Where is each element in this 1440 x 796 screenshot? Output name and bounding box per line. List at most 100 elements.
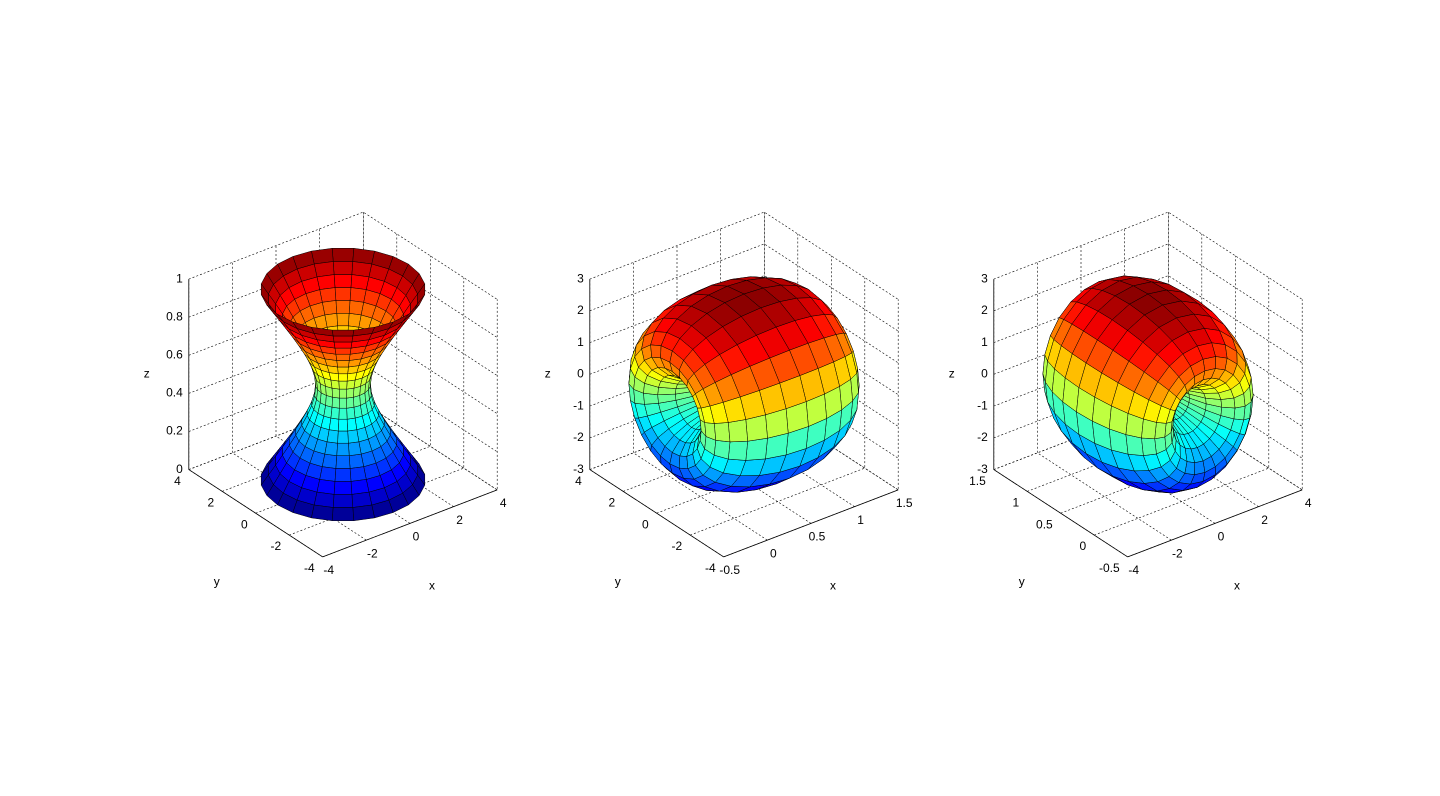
surface-patch — [352, 504, 375, 521]
surface-patch — [337, 366, 349, 375]
x-axis-label: x — [429, 579, 435, 593]
y-tick-label: 1.5 — [969, 474, 986, 488]
x-tick-label: -2 — [367, 546, 378, 560]
surface-patch — [650, 344, 662, 359]
surface-patch — [323, 405, 333, 419]
surface-patch — [346, 417, 358, 432]
surface-patch — [332, 261, 354, 275]
z-tick-label: 1 — [981, 335, 988, 349]
y-tick-label: 2 — [208, 496, 215, 510]
grid-line — [993, 338, 1303, 427]
z-axis-label: z — [949, 367, 955, 381]
surface-patch — [330, 379, 340, 390]
x-tick-label: -0.5 — [719, 563, 740, 577]
grid-line — [322, 299, 498, 558]
surface-patch — [1141, 437, 1157, 456]
surface-patch — [332, 335, 354, 343]
z-axis-label: z — [144, 367, 150, 381]
y-tick-label: 0 — [241, 517, 248, 531]
surface-patch — [337, 430, 349, 444]
z-tick-label: 0 — [176, 462, 183, 476]
grid-line — [188, 211, 498, 300]
y-tick-label: 0.5 — [1036, 517, 1053, 531]
z-tick-label: 1 — [577, 335, 584, 349]
surface-patch — [331, 387, 340, 399]
grid-line — [723, 299, 899, 558]
z-tick-label: -1 — [573, 398, 584, 412]
grid-line — [255, 255, 431, 514]
surface-patch — [346, 396, 355, 409]
x-tick-label: 0 — [413, 530, 420, 544]
z-tick-label: 1 — [176, 271, 183, 285]
surface-patch — [353, 395, 361, 408]
surface-patch — [728, 440, 748, 461]
grid-line — [188, 364, 498, 453]
surface-patch — [678, 455, 689, 469]
grid-line — [1037, 262, 1172, 541]
surface-patch — [346, 379, 356, 390]
y-tick-label: -4 — [705, 561, 716, 575]
grid-line — [993, 370, 1303, 459]
surface-patch — [336, 360, 350, 368]
grid-line — [589, 243, 899, 332]
z-tick-label: -3 — [977, 462, 988, 476]
y-tick-label: -2 — [672, 539, 683, 553]
surface-patch — [714, 422, 731, 443]
z-tick-label: 0 — [577, 367, 584, 381]
surface-patch — [336, 442, 350, 456]
surface-patch — [346, 387, 355, 399]
x-tick-label: -2 — [1172, 546, 1183, 560]
surface-patch — [338, 373, 348, 382]
y-tick-label: 1 — [1013, 496, 1020, 510]
surface-patch — [331, 396, 340, 409]
grid-line — [676, 245, 812, 524]
surface-patch — [1194, 460, 1206, 475]
x-tick-label: 1 — [857, 513, 864, 527]
y-tick-label: 0 — [1080, 539, 1087, 553]
grid-line — [589, 275, 899, 364]
x-tick-label: -4 — [323, 563, 334, 577]
surface-patch — [338, 407, 348, 420]
y-tick-label: 4 — [174, 474, 181, 488]
axis-line — [1127, 489, 1303, 558]
z-tick-label: 3 — [577, 271, 584, 285]
surface-patch — [333, 341, 353, 349]
surface-patch — [313, 261, 335, 278]
z-tick-label: 2 — [577, 303, 584, 317]
surface-patch — [347, 429, 360, 444]
surface-patch — [322, 453, 338, 469]
x-tick-label: 2 — [456, 513, 463, 527]
surface-patch — [311, 248, 334, 265]
surface-patch — [346, 406, 356, 420]
surface-patch — [338, 418, 348, 432]
surface-patch — [335, 300, 351, 314]
grid-line — [993, 402, 1303, 491]
y-axis-label: y — [214, 574, 220, 588]
surface-patch — [1154, 422, 1167, 440]
surface-patch — [326, 429, 339, 444]
surface-patch — [319, 466, 337, 482]
x-tick-label: -4 — [1128, 563, 1139, 577]
grid-line — [993, 307, 1303, 395]
y-tick-label: -4 — [304, 561, 315, 575]
y-tick-label: 4 — [575, 474, 582, 488]
grid-line — [1124, 228, 1259, 507]
grid-line — [589, 211, 899, 300]
surface-patch — [335, 455, 351, 469]
x-tick-label: 1.5 — [896, 496, 913, 510]
surface-patch — [330, 406, 340, 420]
surface-patch — [335, 353, 351, 361]
grid-line — [188, 326, 498, 414]
surface-patch — [325, 395, 333, 408]
surface-patch — [311, 504, 334, 521]
grid-line — [1060, 255, 1236, 514]
x-tick-label: 4 — [1305, 496, 1312, 510]
surface-patch — [348, 453, 364, 469]
surface-patch — [353, 405, 363, 419]
y-tick-label: 2 — [609, 496, 616, 510]
z-axis-label: z — [545, 367, 551, 381]
y-tick-label: 0 — [642, 517, 649, 531]
x-tick-label: 4 — [500, 496, 507, 510]
z-tick-label: 0.6 — [166, 347, 183, 361]
